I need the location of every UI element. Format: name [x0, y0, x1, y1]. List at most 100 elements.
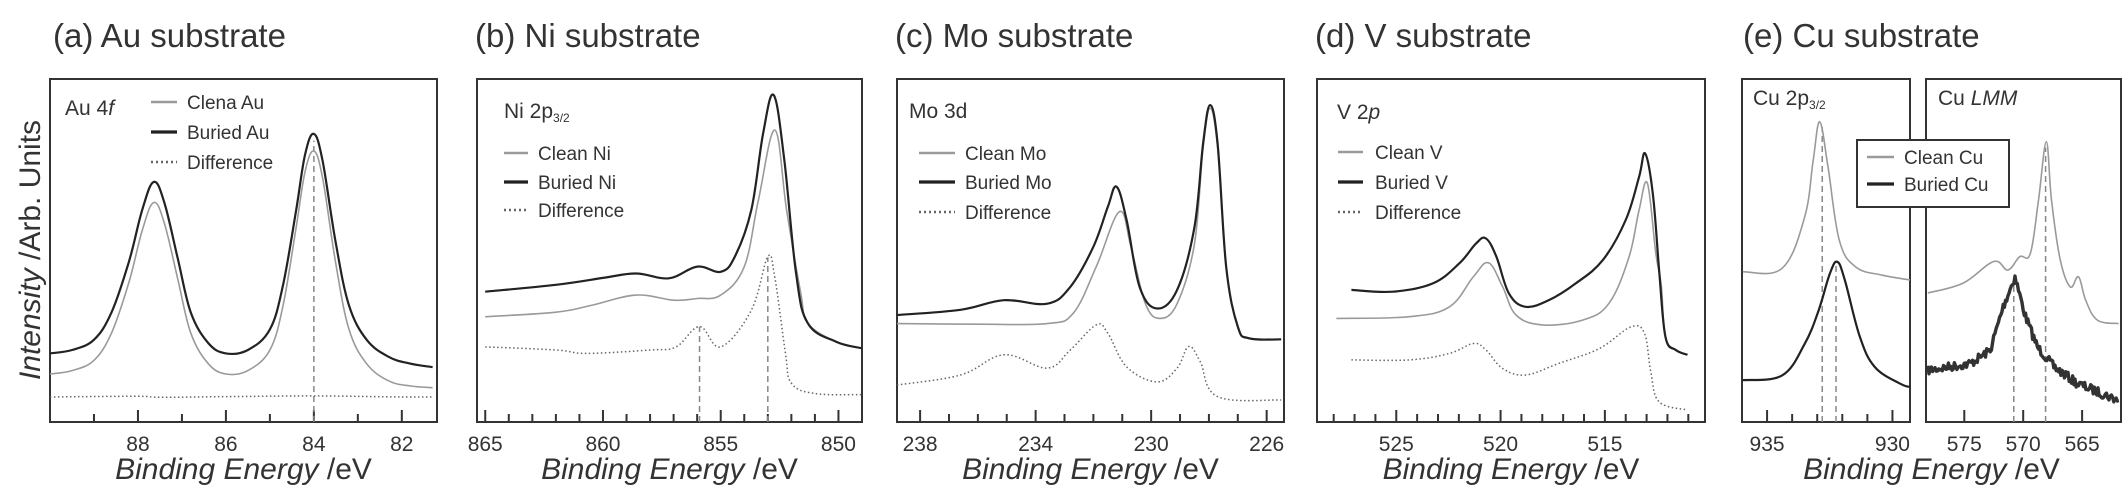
region-label-italic: p	[1368, 101, 1381, 124]
tick-label: 850	[821, 433, 856, 456]
tick-label: 82	[390, 433, 413, 456]
x-axis-label-unit: /eV	[319, 453, 372, 486]
region-label-text: Ni 2p	[504, 100, 553, 123]
region-label-text: Au 4	[65, 97, 109, 120]
tick-label: 88	[126, 433, 149, 456]
tick-label: 515	[1587, 433, 1622, 456]
panel-d: (d) V substrate 525 520 515 V 2p Clean V Burie…	[1315, 17, 1706, 486]
legend-label: Buried Cu	[1904, 175, 1989, 196]
series-buried-line	[1351, 151, 1688, 356]
plot-frame	[896, 78, 1285, 423]
legend-label: Clean Cu	[1904, 148, 1983, 169]
legend-label: Buried Ni	[538, 173, 616, 194]
x-axis-label-unit: /eV	[745, 453, 798, 486]
panel-title: (b) Ni substrate	[475, 17, 701, 54]
panel-c: (c) Mo substrate 238 234 230 226 Mo 3d Clean M…	[895, 17, 1285, 486]
tick-label: 238	[903, 433, 938, 456]
plot-frame	[476, 78, 863, 423]
legend-label: Clean V	[1375, 143, 1443, 164]
tick-label: 86	[214, 433, 237, 456]
region-label: Mo 3d	[909, 100, 967, 123]
x-axis-label-unit: /eV	[1586, 453, 1639, 486]
legend: Clena Au Buried Au Difference	[151, 93, 273, 174]
subplot: 88 86 84 82 Au 4f Clena Au Buried Au Difference	[49, 78, 438, 456]
legend-box	[1856, 139, 2010, 208]
subplot: 525 520 515 V 2p Clean V Buried V Difference	[1316, 78, 1706, 456]
region-label-text: V 2	[1337, 101, 1369, 124]
region-label-subscript: 3/2	[1809, 98, 1826, 112]
subplot: 575 570 565 Cu LMM	[1925, 78, 2122, 456]
legend-label: Clena Au	[187, 93, 264, 114]
subplot: 935 930 Cu 2p3/2	[1741, 78, 1911, 456]
subplot: 865 860 855 850 Ni 2p3/2 Clean Ni Buried Ni Dif…	[468, 78, 863, 456]
region-label-subscript: 3/2	[553, 111, 570, 125]
tick-label: 570	[2006, 433, 2041, 456]
region-label-text: Cu	[1938, 87, 1971, 110]
legend-label: Difference	[965, 203, 1051, 224]
series-difference-line	[49, 395, 433, 399]
x-axis-label-unit: /eV	[1166, 453, 1219, 486]
panel-title: (e) Cu substrate	[1743, 17, 1980, 54]
legend-label: Difference	[538, 201, 624, 222]
panel-title: (c) Mo substrate	[895, 17, 1133, 54]
panel-title: (a) Au substrate	[53, 17, 286, 54]
legend: Clean Ni Buried Ni Difference	[504, 144, 624, 222]
series-buried-line	[1742, 260, 1911, 389]
tick-label: 226	[1249, 433, 1284, 456]
x-axis-label: Binding Energy /eV	[115, 453, 372, 486]
region-label-italic: LMM	[1971, 87, 2018, 110]
legend-label: Clean Ni	[538, 144, 611, 165]
legend-label: Difference	[187, 153, 273, 174]
panel-a: (a) Au substrate 88 86 84 82 Au 4f Clena Au Bur…	[49, 17, 438, 486]
tick-label: 525	[1379, 433, 1414, 456]
legend-label: Buried Mo	[965, 173, 1052, 194]
tick-label: 234	[1018, 433, 1053, 456]
y-axis-label-italic: Intensity	[14, 266, 47, 380]
tick-label: 865	[468, 433, 503, 456]
legend-label: Buried Au	[187, 123, 269, 144]
panel-e: (e) Cu substrate 935 930 Cu 2p3/2 575 570 565 C…	[1741, 17, 2122, 486]
tick-label: 935	[1750, 433, 1785, 456]
x-axis-label: Binding Energy /eV	[1383, 453, 1640, 486]
legend-label: Clean Mo	[965, 144, 1046, 165]
panel-b: (b) Ni substrate 865 860 855 850 Ni 2p3/2 Clea…	[468, 17, 863, 486]
x-axis-label: Binding Energy /eV	[541, 453, 798, 486]
series-difference-line	[1351, 324, 1688, 411]
legend: Clean Cu Buried Cu	[1856, 139, 2010, 208]
legend: Clean Mo Buried Mo Difference	[919, 144, 1052, 224]
series-clean-line	[1742, 121, 1911, 281]
series-buried-line	[896, 104, 1282, 341]
plot-frame	[49, 78, 438, 423]
tick-label: 84	[302, 433, 326, 456]
region-label-text: Cu 2p	[1753, 87, 1809, 110]
legend-label: Difference	[1375, 203, 1461, 224]
region-label: Ni 2p3/2	[504, 100, 570, 125]
tick-label: 860	[585, 433, 620, 456]
plot-frame	[1741, 78, 1911, 423]
series-clean-line	[1927, 141, 2119, 325]
series-difference-line	[485, 254, 863, 396]
subplot: 238 234 230 226 Mo 3d Clean Mo Buried Mo Differ…	[896, 78, 1285, 456]
region-label: V 2p	[1337, 101, 1380, 124]
x-axis-label-italic: Binding Energy	[962, 453, 1167, 486]
x-axis-label-italic: Binding Energy	[1383, 453, 1588, 486]
x-axis-label-italic: Binding Energy	[541, 453, 746, 486]
tick-label: 520	[1483, 433, 1518, 456]
tick-label: 230	[1134, 433, 1169, 456]
tick-label: 575	[1947, 433, 1982, 456]
x-axis-label: Binding Energy /eV	[962, 453, 1219, 486]
series-clean-line	[49, 150, 433, 389]
series-buried-line	[49, 132, 433, 369]
x-axis-label-unit: /eV	[2007, 453, 2060, 486]
y-axis-label-unit: /Arb. Units	[14, 120, 47, 268]
series-difference-line	[896, 323, 1282, 402]
tick-label: 855	[703, 433, 738, 456]
region-label-text: Mo 3d	[909, 100, 967, 123]
series-buried-noisy-line	[1926, 274, 2120, 404]
legend: Clean V Buried V Difference	[1338, 143, 1461, 224]
y-axis-label: Intensity /Arb. Units	[14, 120, 47, 380]
panel-title: (d) V substrate	[1315, 17, 1531, 54]
plot-frame	[1925, 78, 2122, 423]
x-axis-label: Binding Energy /eV	[1803, 453, 2060, 486]
